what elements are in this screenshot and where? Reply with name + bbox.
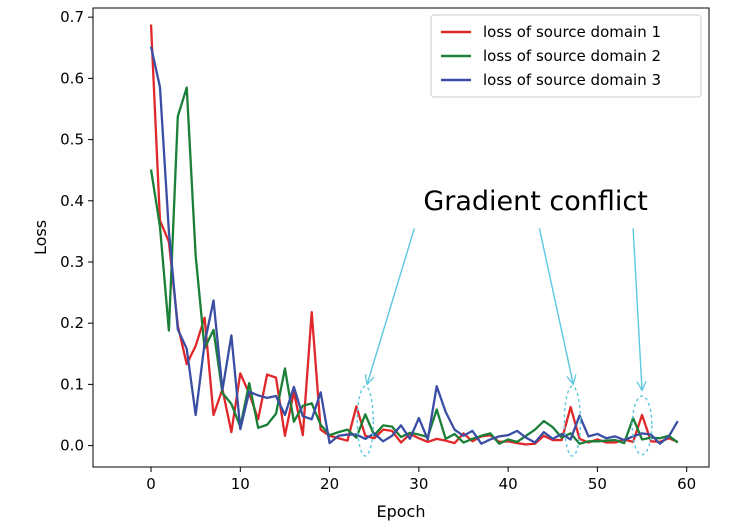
legend-entry-1: loss of source domain 1 (441, 23, 661, 41)
series-line-3 (149, 46, 679, 445)
x-tick-label: 10 (231, 475, 250, 493)
series-layer (149, 24, 679, 446)
legend-items: loss of source domain 1 loss of source do… (441, 23, 661, 89)
y-tick-label: 0.7 (60, 8, 84, 26)
legend-label: loss of source domain 2 (483, 47, 661, 65)
legend-label: loss of source domain 3 (483, 71, 661, 89)
gradient-conflict-annotation: Gradient conflict (423, 186, 648, 217)
conflict-arrow-3 (632, 228, 642, 390)
conflict-ellipse-3 (631, 395, 653, 456)
y-tick-label: 0.1 (60, 375, 84, 393)
series-line-2 (149, 86, 679, 445)
x-tick-label: 20 (320, 475, 339, 493)
y-tick-label: 0.5 (60, 131, 84, 149)
x-tick-label: 50 (588, 475, 607, 493)
legend-label: loss of source domain 1 (483, 23, 661, 41)
legend: loss of source domain 1 loss of source do… (430, 14, 702, 98)
legend-box (430, 14, 702, 98)
x-tick-label: 60 (677, 475, 696, 493)
legend-entry-2: loss of source domain 2 (441, 47, 661, 65)
annotation-layer (356, 228, 653, 457)
x-axis-label: Epoch (377, 502, 426, 521)
y-tick-label: 0.4 (60, 192, 84, 210)
conflict-arrow-1 (367, 228, 416, 384)
x-tick-label: 30 (409, 475, 428, 493)
y-tick-label: 0.6 (60, 69, 84, 87)
conflict-arrow-2 (538, 228, 573, 384)
y-tick-label: 0.0 (60, 437, 84, 455)
y-axis-ticks: 0.0 0.1 0.2 0.3 0.4 0.5 0.6 0.7 (60, 8, 93, 455)
x-axis-ticks: 0 10 20 30 40 50 60 (146, 467, 696, 493)
conflict-ellipse-2 (563, 385, 582, 457)
y-axis-label: Loss (31, 220, 50, 255)
conflict-ellipse-1 (356, 385, 375, 457)
legend-entry-3: loss of source domain 3 (441, 71, 661, 89)
y-tick-label: 0.3 (60, 253, 84, 271)
x-tick-label: 0 (146, 475, 156, 493)
x-tick-label: 40 (499, 475, 518, 493)
y-tick-label: 0.2 (60, 314, 84, 332)
plot-area-frame (92, 7, 710, 468)
